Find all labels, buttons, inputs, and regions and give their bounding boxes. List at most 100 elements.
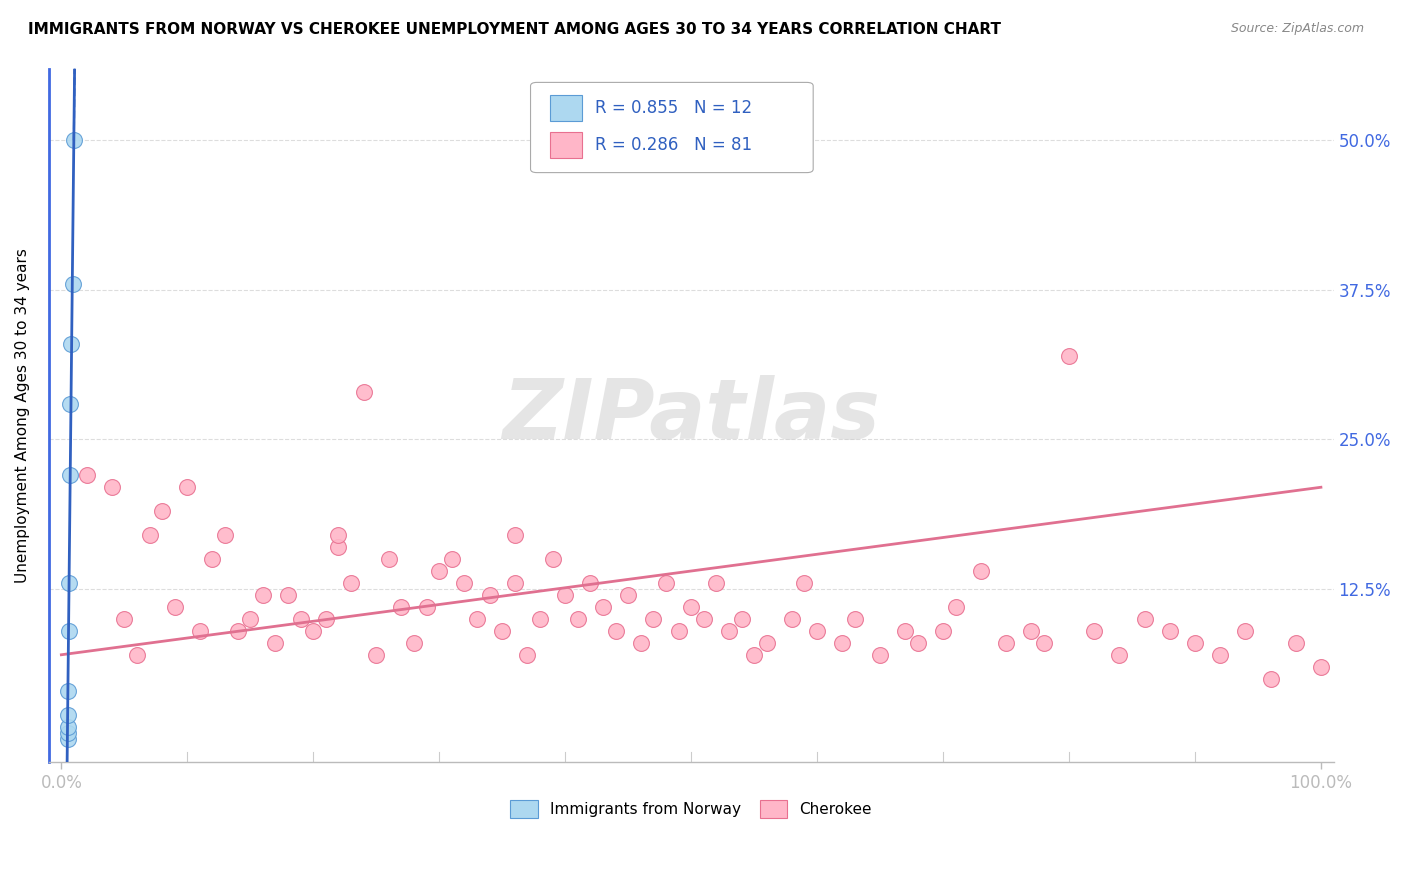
Point xyxy=(894,624,917,638)
Point xyxy=(995,636,1018,650)
Point xyxy=(302,624,325,638)
Point xyxy=(945,599,967,614)
Point xyxy=(806,624,828,638)
Point xyxy=(328,528,350,542)
Point xyxy=(831,636,853,650)
Point xyxy=(554,588,576,602)
Point xyxy=(427,564,450,578)
Point xyxy=(643,612,665,626)
Point xyxy=(76,468,98,483)
Point xyxy=(1108,648,1130,662)
Point xyxy=(56,725,79,739)
Legend: Immigrants from Norway, Cherokee: Immigrants from Norway, Cherokee xyxy=(505,794,877,824)
Point xyxy=(592,599,614,614)
Point xyxy=(415,599,437,614)
Point xyxy=(62,277,84,291)
Point xyxy=(252,588,274,602)
Point xyxy=(138,528,160,542)
Point xyxy=(1234,624,1257,638)
Point xyxy=(453,576,475,591)
Point xyxy=(579,576,602,591)
Point xyxy=(214,528,236,542)
Point xyxy=(56,683,79,698)
Point xyxy=(315,612,337,626)
Point xyxy=(277,588,299,602)
FancyBboxPatch shape xyxy=(550,132,582,158)
Point xyxy=(378,552,401,566)
Point xyxy=(1133,612,1156,626)
Point xyxy=(567,612,589,626)
Point xyxy=(188,624,211,638)
Point xyxy=(655,576,678,591)
Point xyxy=(56,707,79,722)
Point xyxy=(693,612,716,626)
Point xyxy=(1019,624,1042,638)
Point xyxy=(907,636,929,650)
Point xyxy=(226,624,249,638)
Point xyxy=(328,540,350,554)
Point xyxy=(1159,624,1181,638)
Point xyxy=(1032,636,1054,650)
Point xyxy=(1184,636,1206,650)
Point xyxy=(402,636,425,650)
Point xyxy=(290,612,312,626)
Point xyxy=(844,612,866,626)
Point xyxy=(730,612,752,626)
Point xyxy=(176,480,198,494)
Point xyxy=(58,624,80,638)
Point xyxy=(465,612,488,626)
Point xyxy=(56,720,79,734)
Point xyxy=(58,576,80,591)
Point xyxy=(1057,349,1080,363)
Point xyxy=(60,336,83,351)
Point xyxy=(755,636,778,650)
Point xyxy=(932,624,955,638)
Point xyxy=(125,648,148,662)
Point xyxy=(1083,624,1105,638)
Point xyxy=(59,468,82,483)
Y-axis label: Unemployment Among Ages 30 to 34 years: Unemployment Among Ages 30 to 34 years xyxy=(15,248,30,582)
Point xyxy=(742,648,765,662)
Point xyxy=(264,636,287,650)
FancyBboxPatch shape xyxy=(550,95,582,121)
Point xyxy=(56,731,79,746)
Point xyxy=(1309,659,1331,673)
Point xyxy=(340,576,363,591)
Point xyxy=(630,636,652,650)
Point xyxy=(605,624,627,638)
Point xyxy=(516,648,538,662)
Point xyxy=(100,480,122,494)
Point xyxy=(780,612,803,626)
Point xyxy=(59,396,82,410)
Text: IMMIGRANTS FROM NORWAY VS CHEROKEE UNEMPLOYMENT AMONG AGES 30 TO 34 YEARS CORREL: IMMIGRANTS FROM NORWAY VS CHEROKEE UNEMP… xyxy=(28,22,1001,37)
Point xyxy=(617,588,640,602)
Point xyxy=(503,576,526,591)
Point xyxy=(366,648,388,662)
Point xyxy=(391,599,413,614)
Point xyxy=(1260,672,1282,686)
Point xyxy=(239,612,262,626)
Point xyxy=(717,624,740,638)
Point xyxy=(63,133,86,147)
Point xyxy=(869,648,891,662)
Point xyxy=(478,588,501,602)
Text: R = 0.855   N = 12: R = 0.855 N = 12 xyxy=(595,99,752,117)
FancyBboxPatch shape xyxy=(530,82,813,173)
Point xyxy=(353,384,375,399)
Point xyxy=(668,624,690,638)
Point xyxy=(1285,636,1308,650)
Point xyxy=(150,504,173,518)
Text: ZIPatlas: ZIPatlas xyxy=(502,375,880,456)
Point xyxy=(163,599,186,614)
Point xyxy=(201,552,224,566)
Point xyxy=(793,576,815,591)
Point xyxy=(491,624,513,638)
Point xyxy=(1209,648,1232,662)
Point xyxy=(503,528,526,542)
Text: R = 0.286   N = 81: R = 0.286 N = 81 xyxy=(595,136,752,153)
Point xyxy=(112,612,135,626)
Text: Source: ZipAtlas.com: Source: ZipAtlas.com xyxy=(1230,22,1364,36)
Point xyxy=(704,576,727,591)
Point xyxy=(440,552,463,566)
Point xyxy=(541,552,564,566)
